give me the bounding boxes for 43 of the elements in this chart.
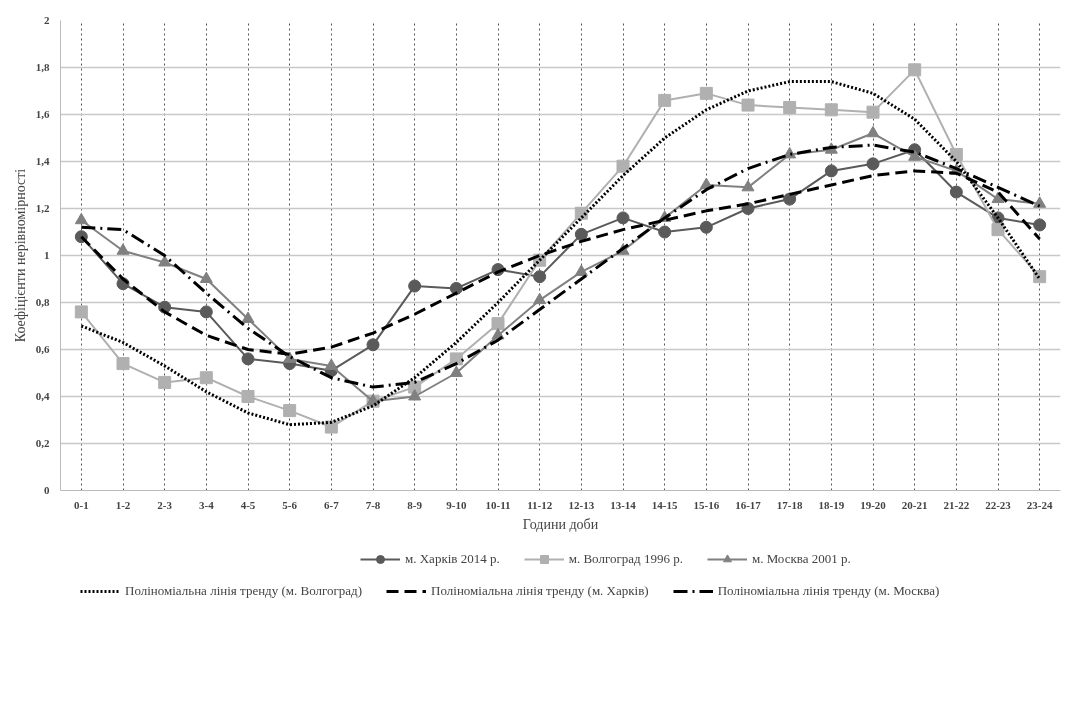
y-tick-label: 1,6 (35, 108, 50, 120)
x-tick-label: 3-4 (199, 498, 215, 511)
x-tick-label: 22-23 (985, 498, 1012, 511)
x-tick-label: 1-2 (115, 498, 131, 511)
y-tick-label: 2 (44, 14, 50, 26)
y-tick-label: 1,2 (35, 202, 50, 214)
x-tick-label: 16-17 (735, 498, 762, 511)
x-tick-label: 0-1 (74, 498, 89, 511)
y-tick-label: 1,8 (35, 61, 50, 73)
x-tick-label: 5-6 (282, 498, 298, 511)
y-tick-label: 1 (44, 249, 50, 261)
x-tick-label: 23-24 (1026, 498, 1053, 511)
legend-label: м. Харків 2014 р. (405, 551, 500, 567)
x-tick-label: 21-22 (943, 498, 970, 511)
y-tick-label: 0,6 (35, 343, 50, 355)
x-tick-label: 13-14 (610, 498, 637, 511)
legend-label: Поліноміальна лінія тренду (м. Харків) (431, 583, 649, 599)
x-tick-label: 14-15 (651, 498, 678, 511)
x-tick-label: 19-20 (860, 498, 887, 511)
y-tick-label: 1,4 (35, 155, 50, 167)
legend-label: Поліноміальна лінія тренду (м. Москва) (717, 583, 940, 599)
x-tick-label: 15-16 (693, 498, 720, 511)
x-tick-label: 2-3 (157, 498, 173, 511)
x-tick-label: 4-5 (240, 498, 256, 511)
x-tick-label: 10-11 (485, 498, 511, 511)
y-tick-label: 0,8 (35, 296, 50, 308)
x-tick-label: 6-7 (324, 498, 340, 511)
x-tick-label: 7-8 (365, 498, 381, 511)
x-tick-label: 12-13 (568, 498, 595, 511)
x-tick-label: 9-10 (446, 498, 467, 511)
x-tick-label: 20-21 (901, 498, 928, 511)
x-axis-title: Години доби (522, 516, 599, 532)
legend-label: м. Волгоград 1996 р. (568, 551, 683, 567)
y-tick-label: 0,4 (35, 390, 50, 402)
x-tick-label: 17-18 (776, 498, 803, 511)
y-axis-title: Коефіцієнти нерівномірності (12, 168, 28, 343)
x-tick-label: 8-9 (407, 498, 423, 511)
x-tick-label: 18-19 (818, 498, 845, 511)
legend-label: м. Москва 2001 р. (751, 551, 851, 567)
legend-label: Поліноміальна лінія тренду (м. Волгоград) (125, 583, 363, 599)
x-tick-label: 11-12 (527, 498, 553, 511)
y-tick-label: 0 (44, 484, 50, 496)
y-tick-label: 0,2 (35, 437, 50, 449)
